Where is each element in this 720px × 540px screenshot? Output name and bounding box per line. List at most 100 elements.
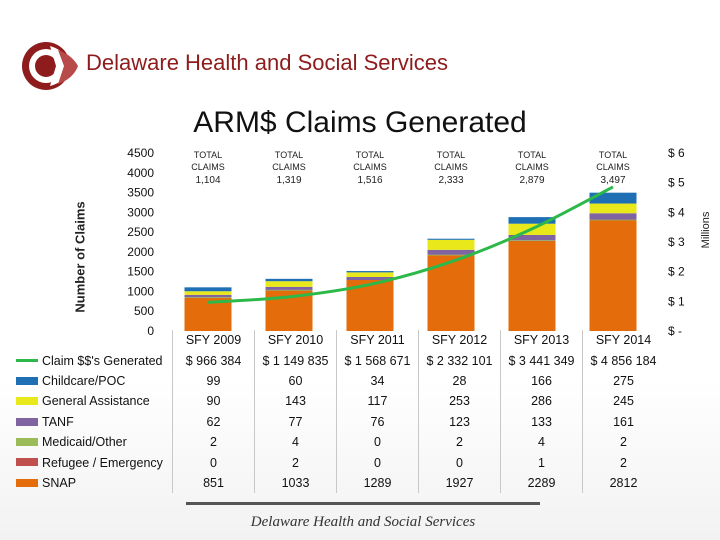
- total-label: CLAIMS: [191, 162, 225, 172]
- bar-segment-childcare-poc: [265, 278, 313, 282]
- table-cell: 851: [172, 472, 255, 494]
- total-value: 2,879: [519, 175, 544, 186]
- bar-segment-general-assistance: [427, 239, 475, 250]
- total-value: 1,104: [195, 175, 220, 186]
- bar-segment-medicaid-other: [427, 254, 475, 256]
- table-cell: 99: [172, 370, 255, 392]
- legend-key-general-assistance: [16, 397, 38, 406]
- bar-segment-tanf: [589, 213, 637, 220]
- legend-label: Refugee / Emergency: [42, 455, 163, 470]
- table-header-cell: SFY 2013: [500, 330, 583, 351]
- table-cell: $ 1 568 671: [336, 350, 419, 371]
- y-tick-label: 2500: [127, 225, 154, 239]
- total-label: CLAIMS: [515, 162, 549, 172]
- y-tick-label: 2000: [127, 245, 154, 259]
- total-value: 1,319: [276, 175, 301, 186]
- table-header-row: SFY 2009 SFY 2010 SFY 2011 SFY 2012 SFY …: [38, 330, 664, 351]
- y2-tick-label: $ -: [668, 324, 682, 338]
- table-cell: 2: [582, 452, 664, 473]
- footer-text: Delaware Health and Social Services: [250, 514, 476, 530]
- table-cell: 143: [254, 391, 337, 412]
- table-cell: 34: [336, 370, 419, 392]
- table-cell: $ 2 332 101: [418, 350, 501, 371]
- bar-segment-general-assistance: [346, 272, 394, 278]
- legend-label: Childcare/POC: [42, 373, 126, 388]
- footer-divider: [186, 502, 540, 505]
- table-cell: 0: [418, 452, 501, 473]
- dhss-logo: [20, 40, 80, 92]
- table-cell: 166: [500, 370, 583, 392]
- total-label: CLAIMS: [353, 162, 387, 172]
- total-label: CLAIMS: [272, 162, 306, 172]
- legend-label: SNAP: [42, 475, 77, 490]
- table-header-cell: SFY 2012: [418, 330, 501, 351]
- table-cell: 123: [418, 411, 501, 432]
- bar-segment-snap: [589, 219, 637, 331]
- total-label: CLAIMS: [596, 162, 630, 172]
- table-cell: 245: [582, 391, 664, 412]
- table-header-blank: [38, 330, 173, 350]
- legend-key-snap: [16, 478, 38, 487]
- legend-label: Claim $$'s Generated: [42, 353, 163, 368]
- y2-tick-label: $ 6: [668, 146, 685, 160]
- legend-key-medicaid: [16, 437, 38, 446]
- table-cell: 1927: [418, 472, 501, 494]
- legend-key-childcare: [16, 376, 38, 385]
- table-cell: 117: [336, 391, 419, 412]
- table-cell: 2: [418, 431, 501, 453]
- table-cell: $ 4 856 184: [582, 350, 664, 371]
- table-row-refugee: Refugee / Emergency 0 2 0 0 1 2: [16, 452, 664, 473]
- total-value: 3,497: [600, 175, 625, 186]
- table-cell: 286: [500, 391, 583, 412]
- legend-label: Medicaid/Other: [42, 435, 127, 450]
- y-tick-label: 0: [147, 324, 154, 338]
- table-cell: 0: [172, 452, 255, 473]
- y2-tick-label: $ 5: [668, 176, 685, 190]
- bar-segment-general-assistance: [184, 291, 232, 295]
- total-label: CLAIMS: [434, 162, 468, 172]
- total-label: TOTAL: [599, 150, 627, 160]
- chart-title: ARM$ Claims Generated: [193, 106, 527, 139]
- claims-dollar-line: [207, 185, 614, 304]
- table-cell: 275: [582, 370, 664, 392]
- table-cell: 1289: [336, 472, 419, 494]
- legend-label: General Assistance: [42, 394, 150, 409]
- bar-segment-tanf: [346, 277, 394, 281]
- table-cell: 1: [500, 452, 583, 473]
- bar-segment-tanf: [265, 286, 313, 290]
- y-tick-label: 4000: [127, 166, 154, 180]
- table-cell: 2: [582, 431, 664, 453]
- y-tick-label: 3500: [127, 186, 154, 200]
- bar-segment-tanf: [184, 294, 232, 298]
- table-cell: $ 3 441 349: [500, 350, 583, 371]
- bar-segment-childcare-poc: [508, 217, 556, 224]
- y2-tick-label: $ 2: [668, 265, 685, 279]
- table-cell: 0: [336, 452, 419, 473]
- table-cell: 4: [254, 431, 337, 453]
- bar-segment-medicaid-other: [184, 297, 232, 299]
- bar-segment-tanf: [508, 234, 556, 241]
- table-cell: 2812: [582, 472, 664, 494]
- bar-segment-tanf: [427, 249, 475, 255]
- bar-segment-snap: [508, 240, 556, 331]
- table-cell: 0: [336, 431, 419, 453]
- legend-key-claims-line: [16, 359, 38, 363]
- table-cell: 76: [336, 411, 419, 432]
- table-cell: 253: [418, 391, 501, 412]
- bar-segment-general-assistance: [589, 203, 637, 214]
- table-cell: 133: [500, 411, 583, 432]
- table-cell: 2289: [500, 472, 583, 494]
- bar-segment-childcare-poc: [346, 271, 394, 273]
- data-table: SFY 2009 SFY 2010 SFY 2011 SFY 2012 SFY …: [16, 330, 664, 494]
- table-header-cell: SFY 2014: [582, 330, 664, 351]
- table-row-tanf: TANF 62 77 76 123 133 161: [16, 411, 664, 432]
- table-cell: $ 1 149 835: [254, 350, 337, 371]
- table-cell: 77: [254, 411, 337, 432]
- y2-tick-label: $ 3: [668, 235, 685, 249]
- y2-tick-label: $ 4: [668, 205, 685, 219]
- y-tick-label: 1000: [127, 284, 154, 298]
- table-cell: 161: [582, 411, 664, 432]
- bar-segment-medicaid-other: [589, 219, 637, 221]
- table-cell: 60: [254, 370, 337, 392]
